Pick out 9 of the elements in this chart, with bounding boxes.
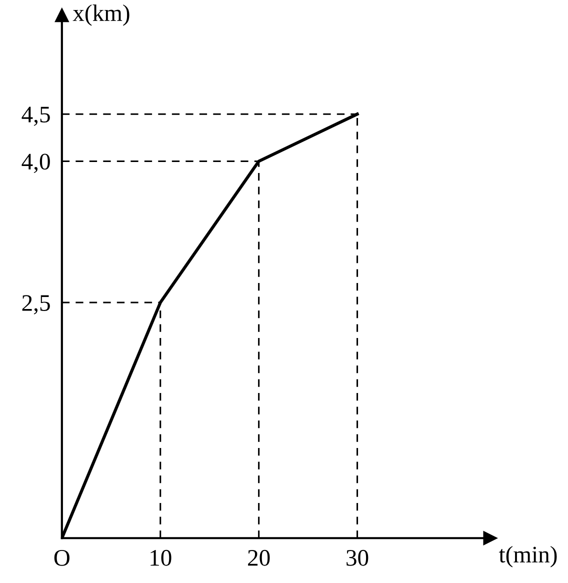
- y-tick-label: 4,5: [22, 106, 50, 126]
- x-tick-label: 20: [248, 550, 270, 566]
- y-tick-label: 4,0: [22, 154, 50, 174]
- x-tick-label: O: [54, 550, 70, 566]
- x-tick-label: 10: [150, 550, 172, 566]
- x-tick-label: 30: [346, 550, 368, 566]
- x-axis-title: t(min): [498, 546, 557, 568]
- y-tick-label: 2,5: [22, 295, 50, 314]
- y-axis-title: x(km): [72, 4, 130, 26]
